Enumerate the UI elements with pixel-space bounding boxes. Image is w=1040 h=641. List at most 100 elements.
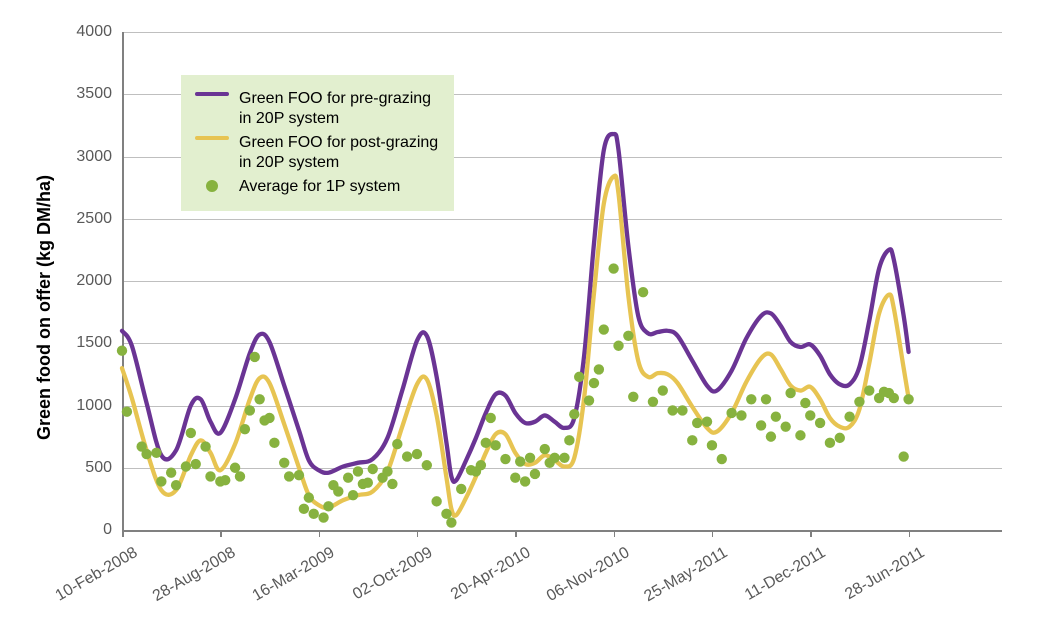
- scatter-point: [766, 431, 776, 441]
- x-tick-label: 25-May-2011: [618, 544, 731, 620]
- y-tick-label: 3500: [52, 85, 112, 103]
- scatter-point: [805, 410, 815, 420]
- x-tick: [220, 530, 222, 537]
- scatter-point: [299, 504, 309, 514]
- scatter-point: [540, 444, 550, 454]
- scatter-point: [343, 473, 353, 483]
- scatter-point: [844, 412, 854, 422]
- scatter-point: [785, 388, 795, 398]
- scatter-point: [564, 435, 574, 445]
- scatter-point: [898, 451, 908, 461]
- scatter-point: [530, 469, 540, 479]
- scatter-point: [220, 475, 230, 485]
- x-tick: [712, 530, 714, 537]
- scatter-point: [412, 449, 422, 459]
- series-line-post-grazing-20P: [122, 176, 909, 516]
- scatter-point: [392, 439, 402, 449]
- scatter-point: [230, 463, 240, 473]
- y-tick-label: 2500: [52, 210, 112, 228]
- scatter-point: [746, 394, 756, 404]
- scatter-point: [363, 477, 373, 487]
- x-tick: [909, 530, 911, 537]
- scatter-point: [658, 385, 668, 395]
- scatter-point: [117, 346, 127, 356]
- scatter-point: [348, 490, 358, 500]
- y-tick-label: 3000: [52, 148, 112, 166]
- x-tick: [122, 530, 124, 537]
- scatter-point: [186, 428, 196, 438]
- x-tick-label: 28-Jun-2011: [815, 544, 928, 620]
- scatter-point: [500, 454, 510, 464]
- y-tick-label: 2000: [52, 272, 112, 290]
- scatter-point: [702, 416, 712, 426]
- scatter-point: [692, 418, 702, 428]
- scatter-point: [795, 430, 805, 440]
- scatter-point: [628, 392, 638, 402]
- scatter-point: [736, 410, 746, 420]
- scatter-point: [800, 398, 810, 408]
- x-tick: [810, 530, 812, 537]
- scatter-point: [574, 372, 584, 382]
- scatter-point: [269, 438, 279, 448]
- scatter-point: [771, 412, 781, 422]
- scatter-point: [815, 418, 825, 428]
- legend-dot-icon: [195, 180, 229, 192]
- y-tick-label: 0: [52, 521, 112, 539]
- scatter-point: [707, 440, 717, 450]
- scatter-point: [387, 479, 397, 489]
- legend-row: Green FOO for pre-grazingin 20P system: [195, 89, 438, 129]
- scatter-point: [726, 408, 736, 418]
- x-tick-label: 10-Feb-2008: [28, 544, 141, 620]
- scatter-point: [264, 413, 274, 423]
- scatter-point: [854, 397, 864, 407]
- scatter-point: [780, 421, 790, 431]
- scatter-point: [687, 435, 697, 445]
- scatter-point: [520, 476, 530, 486]
- y-tick-label: 4000: [52, 23, 112, 41]
- scatter-point: [456, 484, 466, 494]
- scatter-point: [422, 460, 432, 470]
- legend-row: Green FOO for post-grazingin 20P system: [195, 133, 438, 173]
- scatter-point: [171, 480, 181, 490]
- scatter-point: [166, 468, 176, 478]
- scatter-point: [250, 352, 260, 362]
- scatter-point: [559, 453, 569, 463]
- scatter-point: [181, 461, 191, 471]
- scatter-point: [304, 492, 314, 502]
- scatter-point: [309, 509, 319, 519]
- scatter-point: [368, 464, 378, 474]
- legend-label: Average for 1P system: [239, 177, 400, 197]
- scatter-point: [835, 433, 845, 443]
- scatter-point: [864, 385, 874, 395]
- scatter-point: [584, 395, 594, 405]
- scatter-point: [608, 263, 618, 273]
- x-tick: [417, 530, 419, 537]
- x-tick-label: 28-Aug-2008: [126, 544, 239, 620]
- y-tick-label: 500: [52, 459, 112, 477]
- x-tick-label: 02-Oct-2009: [323, 544, 436, 620]
- scatter-point: [903, 394, 913, 404]
- scatter-point: [761, 394, 771, 404]
- scatter-point: [638, 287, 648, 297]
- y-tick-label: 1000: [52, 397, 112, 415]
- scatter-point: [431, 496, 441, 506]
- x-tick: [319, 530, 321, 537]
- scatter-point: [382, 466, 392, 476]
- scatter-point: [486, 413, 496, 423]
- scatter-point: [245, 405, 255, 415]
- legend-row: Average for 1P system: [195, 177, 438, 197]
- scatter-point: [549, 453, 559, 463]
- scatter-point: [756, 420, 766, 430]
- legend-label: Green FOO for post-grazingin 20P system: [239, 133, 438, 173]
- scatter-point: [623, 331, 633, 341]
- scatter-point: [254, 394, 264, 404]
- scatter-point: [205, 471, 215, 481]
- scatter-point: [510, 473, 520, 483]
- scatter-point: [613, 341, 623, 351]
- x-tick-label: 11-Dec-2011: [716, 544, 829, 620]
- scatter-point: [122, 407, 132, 417]
- scatter-point: [446, 517, 456, 527]
- x-axis-line: [122, 530, 1002, 532]
- x-tick: [515, 530, 517, 537]
- x-tick: [614, 530, 616, 537]
